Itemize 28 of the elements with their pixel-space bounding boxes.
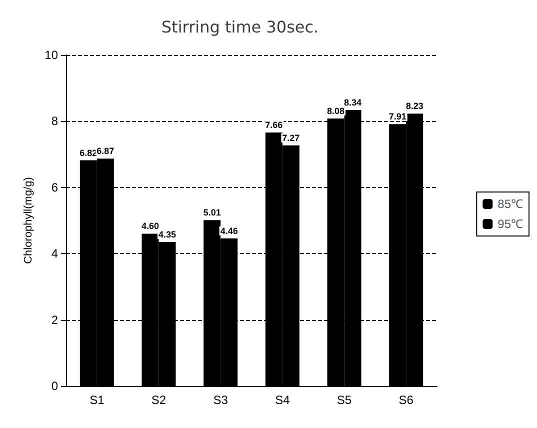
data-label: 6.82	[80, 148, 98, 158]
data-label: 6.87	[96, 146, 114, 156]
data-label: 7.91	[388, 112, 406, 122]
data-label: 7.66	[265, 120, 283, 130]
data-label: 8.08	[326, 106, 345, 116]
data-label: 7.27	[282, 132, 300, 143]
y-tick-label: 2	[51, 312, 58, 327]
y-tick-label: 4	[51, 246, 58, 261]
data-label: 4.35	[158, 230, 176, 240]
legend-label: 95℃	[498, 217, 524, 231]
y-axis-title: Chlorophyll(mg/g)	[22, 177, 34, 264]
data-label: 5.01	[203, 208, 221, 218]
y-tick-label: 10	[44, 48, 58, 62]
y-tick-label: 8	[51, 114, 58, 128]
x-tick-label: S6	[398, 393, 414, 407]
legend-label: 85℃	[498, 197, 524, 211]
data-label: 8.34	[344, 97, 362, 108]
x-tick-label: S5	[336, 393, 352, 407]
x-tick-label: S3	[213, 393, 228, 407]
data-label: 4.60	[141, 221, 160, 232]
y-tick-label: 6	[51, 180, 58, 194]
y-tick-label: 0	[51, 379, 58, 393]
data-label: 4.46	[220, 226, 238, 236]
x-tick-label: S1	[90, 393, 105, 407]
chart-title: Stirring time 30sec.	[161, 18, 319, 36]
x-tick-label: S2	[151, 393, 166, 407]
data-label: 8.23	[406, 101, 424, 112]
x-tick-label: S4	[275, 393, 290, 407]
